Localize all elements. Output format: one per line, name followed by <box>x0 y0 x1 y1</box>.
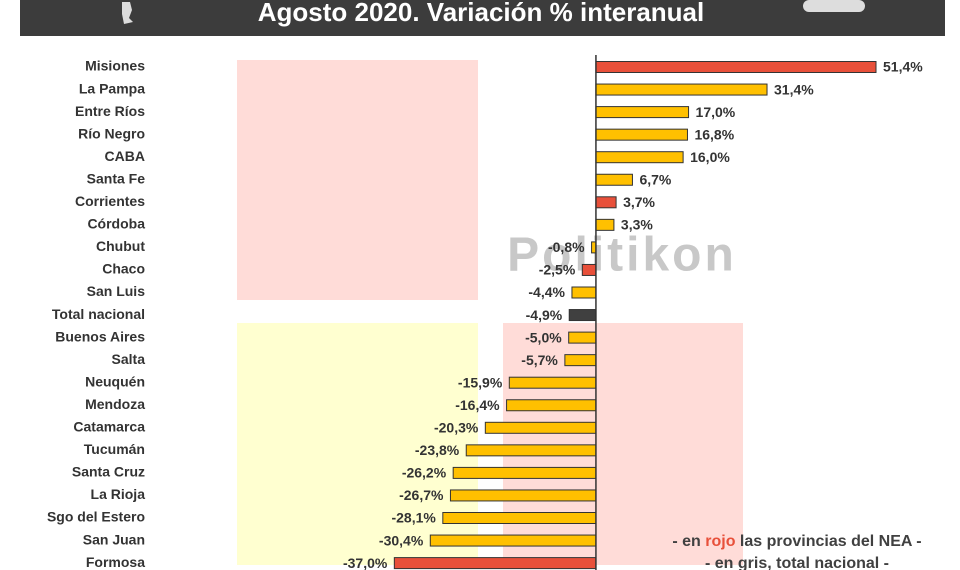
bar <box>595 196 617 209</box>
bg-square <box>237 323 478 565</box>
value-label: 16,8% <box>694 126 734 142</box>
y-tick-label: Sgo del Estero <box>47 509 145 525</box>
value-label: 3,7% <box>623 194 655 210</box>
value-label: -20,3% <box>434 420 479 436</box>
value-label: 51,4% <box>883 59 923 75</box>
bar <box>452 466 597 479</box>
bar <box>595 128 688 141</box>
chart-title: Agosto 2020. Variación % interanual <box>258 0 704 27</box>
value-label: -26,7% <box>399 487 444 503</box>
bar <box>568 331 597 344</box>
moto-icon <box>803 0 865 12</box>
y-tick-label: Corrientes <box>75 193 145 209</box>
bg-square <box>503 323 743 565</box>
y-tick-label: Río Negro <box>78 125 145 141</box>
map-icon <box>122 2 133 24</box>
y-tick-label: Mendoza <box>85 396 145 412</box>
y-tick-label: Neuquén <box>85 373 145 389</box>
bar <box>449 489 597 502</box>
value-label: 16,0% <box>690 149 730 165</box>
y-tick-label: Chubut <box>96 238 145 254</box>
bg-square <box>237 60 478 300</box>
note-part: las provincias del NEA - <box>735 533 921 550</box>
value-label: -30,4% <box>379 532 424 548</box>
y-tick-label: Tucumán <box>84 441 145 457</box>
value-label: -4,4% <box>528 284 565 300</box>
y-tick-label: Chaco <box>102 261 145 277</box>
y-tick-label: Catamarca <box>73 419 145 435</box>
value-label: -26,2% <box>402 465 447 481</box>
y-tick-label: San Luis <box>87 283 146 299</box>
value-label: -16,4% <box>455 397 500 413</box>
bar <box>508 376 597 389</box>
y-tick-label: CABA <box>105 148 145 164</box>
bar <box>564 354 597 367</box>
value-label: -0,8% <box>548 239 585 255</box>
bar <box>595 106 690 119</box>
bar <box>595 218 615 231</box>
bar <box>581 263 597 276</box>
value-label: -37,0% <box>343 555 388 570</box>
note-part: rojo <box>705 533 735 550</box>
y-tick-label: Entre Ríos <box>75 103 145 119</box>
bar <box>571 286 597 299</box>
bar <box>595 151 684 164</box>
y-tick-label: Santa Fe <box>87 170 146 186</box>
value-label: -2,5% <box>539 262 576 278</box>
value-label: 17,0% <box>696 104 736 120</box>
y-tick-label: Formosa <box>86 554 145 570</box>
y-tick-label: La Pampa <box>79 80 145 96</box>
y-tick-label: Córdoba <box>87 216 145 232</box>
y-tick-label: Misiones <box>85 58 145 74</box>
value-label: -5,7% <box>521 352 558 368</box>
value-label: -5,0% <box>525 329 562 345</box>
y-tick-label: La Rioja <box>91 486 146 502</box>
bar <box>393 557 597 570</box>
bar <box>442 512 597 524</box>
note: - en rojo las provincias del NEA - <box>672 533 921 550</box>
value-label: -23,8% <box>415 442 460 458</box>
note: - en gris, total nacional - <box>705 555 889 570</box>
value-label: 3,3% <box>621 217 653 233</box>
bar <box>568 309 597 322</box>
bar <box>506 399 597 412</box>
y-tick-label: Santa Cruz <box>72 464 145 480</box>
note-part: - en <box>672 533 705 550</box>
bar <box>595 83 768 96</box>
value-label: -28,1% <box>391 510 436 526</box>
bar <box>595 173 633 186</box>
value-label: -4,9% <box>526 307 563 323</box>
watermark: Politikon <box>507 229 737 282</box>
value-label: 31,4% <box>774 81 814 97</box>
value-label: -15,9% <box>458 374 503 390</box>
y-tick-label: San Juan <box>83 531 145 547</box>
y-tick-label: Buenos Aires <box>55 328 145 344</box>
bar <box>429 534 597 547</box>
y-tick-label: Salta <box>112 351 146 367</box>
bar <box>484 421 597 434</box>
bar <box>465 444 597 457</box>
value-label: 6,7% <box>639 171 671 187</box>
bar <box>595 61 877 73</box>
y-tick-label: Total nacional <box>52 306 145 322</box>
title-band <box>20 0 945 36</box>
